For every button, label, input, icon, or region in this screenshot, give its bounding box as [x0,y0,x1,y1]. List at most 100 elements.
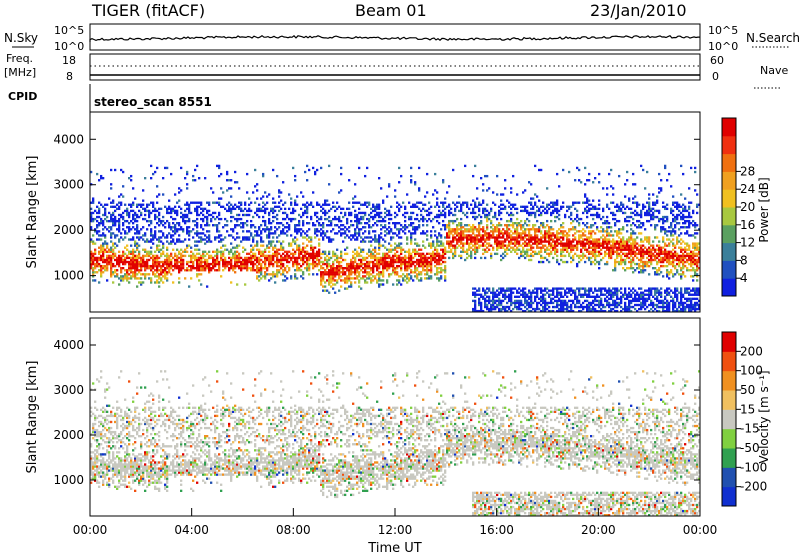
heatmap-cell [466,238,469,241]
heatmap-cell [520,293,523,296]
heatmap-cell [492,232,495,235]
heatmap-cell [596,289,599,292]
heatmap-cell [164,226,167,229]
heatmap-cell [530,252,533,256]
heatmap-cell [478,301,481,305]
heatmap-cell [194,256,197,260]
heatmap-cell [112,211,115,215]
heatmap-cell [168,262,171,266]
heatmap-cell [410,269,413,272]
heatmap-cell [232,230,235,233]
heatmap-cell [186,232,189,235]
heatmap-cell [372,217,375,221]
heatmap-cell [184,269,187,272]
heatmap-cell [538,240,541,243]
heatmap-cell [388,248,391,251]
heatmap-cell [122,275,125,278]
heatmap-cell [148,209,151,213]
heatmap-cell [332,201,335,204]
heatmap-cell [462,234,465,237]
heatmap-cell [376,219,379,223]
heatmap-cell [90,267,93,270]
heatmap-cell [460,232,463,235]
heatmap-cell [178,271,181,274]
heatmap-cell [92,254,95,258]
heatmap-cell [196,248,199,251]
heatmap-cell [136,228,139,231]
heatmap-cell [440,267,443,270]
heatmap-cell [372,267,375,270]
heatmap-cell [416,244,419,247]
heatmap-cell [312,258,315,262]
heatmap-cell [486,219,489,223]
heatmap-cell [524,230,527,233]
heatmap-cell [396,273,399,276]
noise-tick-bottom-right: 10^0 [708,40,738,53]
heatmap-cell [588,203,591,206]
heatmap-cell [562,303,565,307]
heatmap-cell [538,297,541,301]
heatmap-cell [462,203,465,206]
heatmap-cell [314,236,317,239]
heatmap-cell [358,273,361,276]
heatmap-cell [186,269,189,272]
heatmap-cell [580,250,583,253]
heatmap-cell [334,269,337,272]
heatmap-cell [350,213,353,217]
heatmap-cell [510,299,513,303]
heatmap-cell [388,185,391,188]
heatmap-cell [514,250,517,253]
heatmap-cell [604,240,607,243]
heatmap-cell [496,228,499,231]
heatmap-cell [240,264,243,268]
heatmap-cell [102,260,105,264]
heatmap-cell [430,271,433,274]
heatmap-cell [112,252,115,256]
heatmap-cell [568,215,571,219]
heatmap-cell [566,236,569,239]
heatmap-cell [544,240,547,243]
heatmap-cell [332,205,335,208]
heatmap-cell [156,209,159,213]
heatmap-cell [536,219,539,223]
heatmap-cell [478,232,481,235]
heatmap-cell [126,271,129,274]
heatmap-cell [528,244,531,247]
heatmap-cell [118,205,121,208]
heatmap-cell [180,226,183,229]
heatmap-cell [390,248,393,251]
heatmap-cell [134,240,137,243]
heatmap-cell [332,238,335,241]
heatmap-cell [362,226,365,229]
heatmap-cell [604,287,607,290]
heatmap-cell [108,219,111,223]
heatmap-cell [476,230,479,233]
heatmap-cell [578,234,581,237]
heatmap-cell [384,234,387,237]
heatmap-cell [392,283,395,286]
heatmap-cell [338,267,341,270]
heatmap-cell [596,246,599,249]
heatmap-cell [446,224,449,227]
heatmap-cell [332,275,335,278]
heatmap-cell [570,205,573,208]
heatmap-cell [570,256,573,260]
heatmap-cell [466,228,469,231]
heatmap-cell [166,248,169,251]
heatmap-cell [220,172,223,176]
heatmap-cell [370,207,373,211]
heatmap-cell [402,260,405,264]
heatmap-cell [516,252,519,256]
heatmap-cell [138,281,141,284]
heatmap-cell [102,219,105,223]
heatmap-cell [362,232,365,235]
heatmap-cell [230,207,233,211]
heatmap-cell [550,232,553,235]
heatmap-cell [552,256,555,260]
heatmap-cell [352,224,355,227]
heatmap-cell [192,174,195,178]
heatmap-cell [208,262,211,266]
heatmap-cell [548,228,551,231]
heatmap-cell [124,269,127,272]
heatmap-cell [220,246,223,249]
